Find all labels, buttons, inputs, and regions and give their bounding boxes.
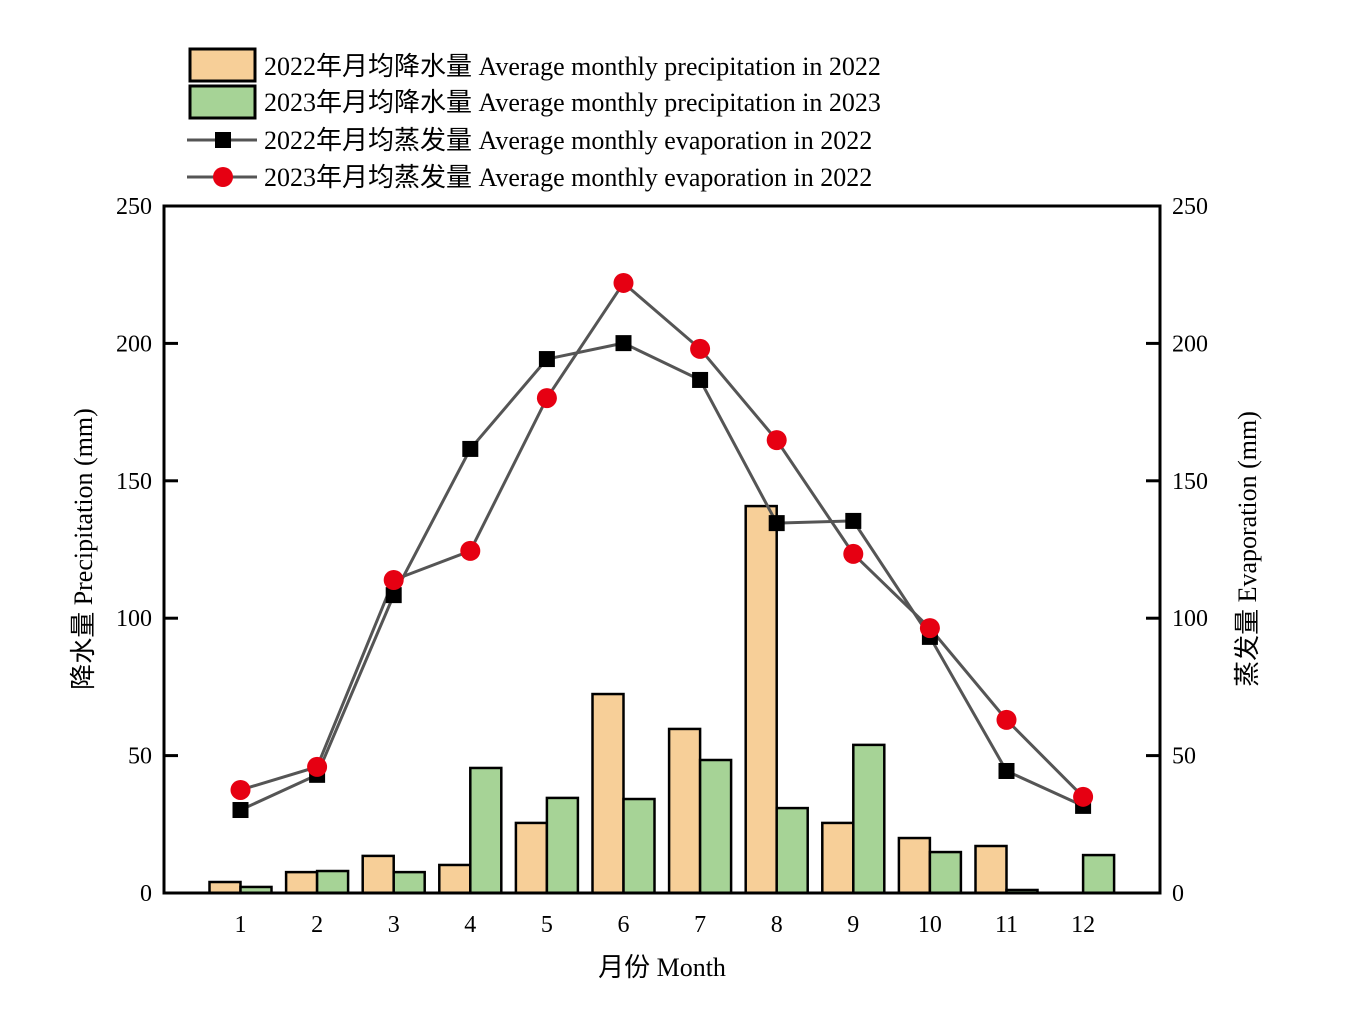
x-tick-label-10: 10 [918,912,942,938]
bar-precip-2022-month-8 [744,504,778,895]
line-evap-2023 [240,280,1085,798]
right-axis-title: 蒸发量 Evaporation (mm) [1233,411,1262,687]
lines [230,272,1094,819]
bar-precip-2022-month-10 [897,836,932,895]
point-evap-2022-month-5 [538,351,555,368]
left-tick-label-50: 50 [128,744,152,770]
x-tick-label-1: 1 [235,912,247,938]
bar-precip-2022-month-7 [667,727,702,895]
left-tick-label-0: 0 [140,881,152,907]
plot-frame [162,204,1162,895]
x-tick-label-7: 7 [694,912,706,938]
point-evap-2023-month-9 [843,543,864,564]
legend: 2022年月均降水量 Average monthly precipitation… [187,47,881,192]
point-evap-2023-month-4 [460,540,481,561]
right-tick-label-50: 50 [1172,744,1196,770]
right-tick-label-100: 100 [1172,606,1208,632]
point-evap-2023-month-2 [307,756,328,777]
bar-precip-2023-month-5 [545,796,580,895]
bar-precip-2022-month-4 [438,863,472,895]
bar-precip-2022-month-3 [361,854,395,895]
bar-precip-2022-month-9 [821,821,855,895]
legend-label-precip-2022: 2022年月均降水量 Average monthly precipitation… [264,52,881,81]
x-tick-label-11: 11 [995,912,1018,938]
bar-precip-2022-month-1 [208,880,242,895]
point-evap-2023-month-3 [383,570,404,591]
point-evap-2022-month-11 [998,762,1015,779]
right-tick-label-150: 150 [1172,469,1208,495]
bar-precip-2022-month-2 [284,870,319,895]
x-tick-label-9: 9 [847,912,859,938]
left-tick-label-150: 150 [116,469,152,495]
point-evap-2022-month-4 [462,440,479,457]
line-evap-2022 [239,341,1084,812]
x-tick-label-4: 4 [464,912,476,938]
x-axis: 1 2 3 4 5 6 7 8 9 10 11 12 [235,912,1096,938]
point-evap-2023-month-8 [766,430,787,451]
point-evap-2023-month-10 [919,618,940,639]
point-evap-2023-month-11 [996,709,1017,730]
bar-precip-2022-month-6 [591,692,625,895]
x-tick-label-3: 3 [388,912,400,938]
left-tick-label-250: 250 [116,194,152,220]
bar-precip-2023-month-6 [622,797,656,895]
x-tick-label-6: 6 [618,912,630,938]
point-evap-2022-month-6 [615,335,632,352]
bar-precip-2023-month-12 [1081,853,1116,895]
right-tick-label-200: 200 [1172,331,1208,357]
right-tick-label-0: 0 [1172,881,1184,907]
left-tick-label-200: 200 [116,331,152,357]
bar-precip-2023-month-10 [928,850,963,895]
x-tick-label-8: 8 [771,912,783,938]
legend-item-precip-2023: 2023年月均降水量 Average monthly precipitation… [188,84,881,120]
left-tick-label-100: 100 [116,606,152,632]
right-axis: 0 50 100 150 200 250 [1146,194,1208,907]
point-evap-2023-month-5 [536,388,557,409]
point-evap-2023-month-7 [690,338,711,359]
point-evap-2022-month-1 [232,802,249,819]
legend-item-evap-2023: 2023年月均蒸发量 Average monthly evaporation i… [187,163,872,192]
bar-precip-2022-month-5 [514,821,549,895]
legend-marker-circle-icon [213,167,233,187]
point-evap-2022-month-8 [768,515,785,532]
left-axis-title: 降水量 Precipitation (mm) [69,408,98,690]
legend-label-evap-2022: 2022年月均蒸发量 Average monthly evaporation i… [264,126,872,155]
legend-label-precip-2023: 2023年月均降水量 Average monthly precipitation… [264,88,881,117]
legend-item-precip-2022: 2022年月均降水量 Average monthly precipitation… [188,47,881,83]
legend-item-evap-2022: 2022年月均蒸发量 Average monthly evaporation i… [187,126,872,155]
x-tick-label-2: 2 [311,912,323,938]
point-evap-2023-month-6 [613,272,634,293]
x-tick-label-12: 12 [1071,912,1095,938]
x-axis-title: 月份 Month [598,953,726,982]
legend-swatch-precip-2022 [188,47,257,83]
point-evap-2022-month-9 [845,512,862,529]
point-evap-2022-month-7 [692,371,709,388]
point-evap-2022-month-3 [385,587,402,604]
bar-precip-2023-month-4 [469,766,503,895]
bar-precip-2023-month-7 [698,758,733,895]
bar-precip-2023-month-2 [315,869,350,895]
point-evap-2023-month-1 [230,779,251,800]
bar-precip-2022-month-11 [974,844,1008,895]
bars [208,504,1116,895]
x-tick-label-5: 5 [541,912,553,938]
legend-marker-square-icon [215,132,231,148]
point-evap-2023-month-12 [1073,786,1094,807]
legend-swatch-precip-2023 [188,84,257,120]
legend-label-evap-2023: 2023年月均蒸发量 Average monthly evaporation i… [264,163,872,192]
bar-precip-2023-month-3 [392,870,426,895]
right-tick-label-250: 250 [1172,194,1208,220]
bar-precip-2023-month-8 [775,806,809,895]
left-axis: 0 50 100 150 200 250 [116,194,178,907]
bar-precip-2023-month-9 [852,743,886,895]
